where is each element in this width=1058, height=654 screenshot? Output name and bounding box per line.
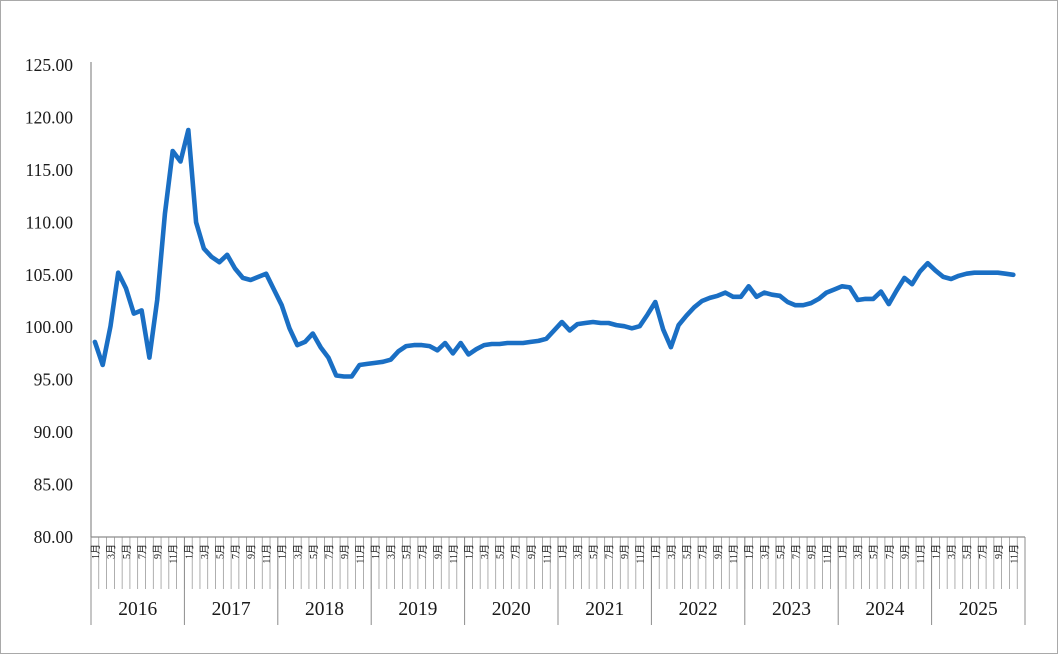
month-tick-label: 3月: [292, 544, 304, 559]
month-tick-label: 9月: [993, 544, 1005, 559]
month-tick-label: 1月: [930, 544, 942, 559]
month-tick-label: 9月: [246, 544, 258, 559]
month-tick-label: 11月: [261, 544, 273, 564]
month-tick-label: 3月: [386, 544, 398, 559]
month-tick-label: 7月: [604, 544, 616, 559]
month-tick-label: 5月: [214, 544, 226, 559]
year-label: 2016: [118, 599, 157, 620]
month-tick-label: 7月: [697, 544, 709, 559]
month-tick-label: 1月: [557, 544, 569, 559]
month-tick-label: 1月: [183, 544, 195, 559]
month-tick-label: 3月: [199, 544, 211, 559]
month-tick-label: 1月: [744, 544, 756, 559]
month-tick-label: 9月: [339, 544, 351, 559]
year-label: 2018: [305, 599, 344, 620]
year-label: 2022: [679, 599, 718, 620]
month-tick-label: 9月: [432, 544, 444, 559]
month-tick-label: 7月: [137, 544, 149, 559]
index-data-line: [92, 127, 1016, 379]
month-tick-label: 5月: [868, 544, 880, 559]
month-tick-label: 11月: [822, 544, 834, 564]
year-label: 2023: [772, 599, 811, 620]
year-label: 2024: [865, 599, 904, 620]
month-tick-label: 1月: [463, 544, 475, 559]
month-tick-label: 7月: [977, 544, 989, 559]
year-label: 2025: [959, 599, 998, 620]
month-tick-label: 3月: [479, 544, 491, 559]
month-tick-label: 11月: [728, 544, 740, 564]
month-tick-label: 1月: [370, 544, 382, 559]
y-axis-tick-label: 90.00: [34, 422, 74, 442]
month-tick-label: 9月: [899, 544, 911, 559]
month-tick-label: 3月: [759, 544, 771, 559]
month-tick-label: 5月: [962, 544, 974, 559]
y-axis-tick-label: 125.00: [25, 55, 73, 75]
y-axis-tick-label: 100.00: [25, 317, 73, 337]
month-tick-label: 5月: [121, 544, 133, 559]
y-axis-tick-label: 120.00: [25, 107, 73, 127]
month-tick-label: 11月: [448, 544, 460, 564]
y-axis-tick-label: 95.00: [34, 370, 74, 390]
year-label: 2020: [492, 599, 531, 620]
y-axis-tick-label: 85.00: [34, 475, 74, 495]
month-tick-label: 11月: [1008, 544, 1020, 564]
month-tick-label: 7月: [884, 544, 896, 559]
month-tick-label: 11月: [915, 544, 927, 564]
year-label: 2017: [212, 599, 251, 620]
month-tick-label: 9月: [619, 544, 631, 559]
month-tick-label: 7月: [417, 544, 429, 559]
month-tick-label: 9月: [152, 544, 164, 559]
month-tick-label: 9月: [713, 544, 725, 559]
month-tick-label: 7月: [323, 544, 335, 559]
y-axis-tick-label: 80.00: [34, 527, 74, 547]
year-label: 2021: [585, 599, 624, 620]
month-tick-label: 3月: [853, 544, 865, 559]
month-tick-label: 1月: [277, 544, 289, 559]
month-tick-label: 1月: [837, 544, 849, 559]
month-tick-label: 7月: [510, 544, 522, 559]
month-tick-label: 3月: [946, 544, 958, 559]
month-tick-label: 11月: [635, 544, 647, 564]
month-tick-label: 5月: [681, 544, 693, 559]
year-label: 2019: [398, 599, 437, 620]
month-tick-label: 11月: [541, 544, 553, 564]
month-tick-label: 1月: [650, 544, 662, 559]
month-tick-label: 7月: [230, 544, 242, 559]
month-tick-label: 11月: [355, 544, 367, 564]
month-tick-label: 5月: [495, 544, 507, 559]
month-tick-label: 3月: [105, 544, 117, 559]
month-tick-label: 1月: [90, 544, 102, 559]
month-tick-label: 3月: [572, 544, 584, 559]
month-tick-label: 7月: [790, 544, 802, 559]
month-tick-label: 3月: [666, 544, 678, 559]
month-tick-label: 9月: [806, 544, 818, 559]
month-tick-label: 5月: [401, 544, 413, 559]
month-tick-label: 11月: [168, 544, 180, 564]
month-tick-label: 5月: [308, 544, 320, 559]
month-tick-label: 5月: [775, 544, 787, 559]
y-axis-tick-label: 115.00: [26, 160, 74, 180]
month-tick-label: 9月: [526, 544, 538, 559]
y-axis-tick-label: 105.00: [25, 265, 73, 285]
y-axis-tick-label: 110.00: [26, 212, 74, 232]
month-tick-label: 5月: [588, 544, 600, 559]
